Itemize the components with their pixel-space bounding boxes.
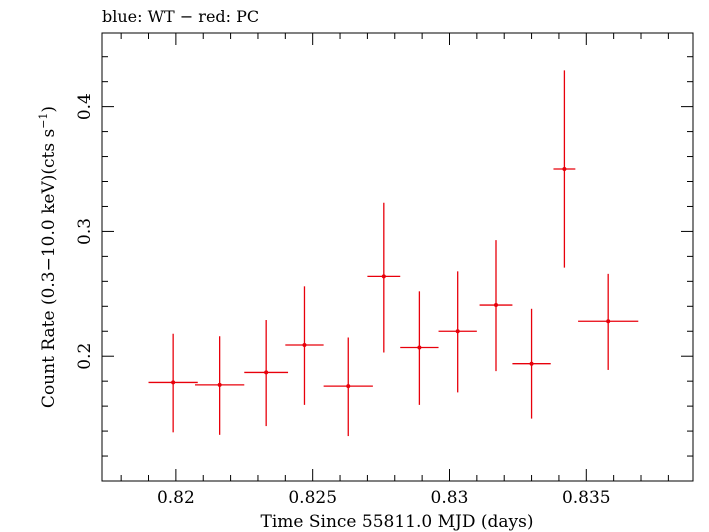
data-point: [553, 70, 576, 268]
data-point: [400, 291, 439, 405]
x-axis-title: Time Since 55811.0 MJD (days): [261, 512, 534, 532]
plot-frame: [101, 32, 694, 482]
point-marker: [494, 303, 498, 308]
y-axis-title-superscript: −1: [37, 113, 50, 129]
data-point: [578, 273, 639, 370]
x-axis-ticks: 0.82 0.825 0.83 0.835: [120, 33, 669, 508]
point-marker: [217, 382, 222, 387]
data-point: [244, 320, 289, 427]
y-tick-label: 0.4: [75, 93, 95, 120]
chart-title: blue: WT − red: PC: [102, 7, 259, 26]
data-point: [323, 337, 373, 437]
data-point: [438, 271, 477, 393]
y-tick-label: 0.2: [75, 343, 95, 370]
data-point: [367, 202, 401, 353]
point-marker: [455, 329, 460, 334]
point-marker: [417, 345, 422, 350]
data-point: [512, 308, 551, 419]
point-marker: [562, 167, 567, 172]
x-tick-label: 0.82: [157, 488, 195, 508]
point-marker: [381, 274, 386, 279]
y-axis-title-end: ): [39, 106, 59, 113]
data-point: [479, 240, 513, 372]
x-tick-label: 0.835: [562, 488, 611, 508]
data-point: [285, 286, 324, 405]
y-tick-label: 0.3: [75, 218, 95, 245]
point-marker: [302, 342, 307, 347]
x-tick-label: 0.83: [431, 488, 469, 508]
data-point: [148, 333, 198, 433]
point-marker: [346, 384, 351, 389]
point-marker: [264, 370, 269, 375]
point-marker: [606, 319, 611, 324]
data-point: [195, 336, 245, 435]
y-axis-ticks: 0.2 0.3 0.4: [75, 56, 693, 482]
data-points: [148, 70, 639, 437]
point-marker: [529, 361, 534, 366]
x-tick-label: 0.825: [288, 488, 337, 508]
point-marker: [171, 380, 176, 385]
y-axis-title-main: Count Rate (0.3−10.0 keV)(cts s: [39, 129, 59, 408]
y-axis-title: Count Rate (0.3−10.0 keV)(cts s−1): [37, 106, 59, 408]
